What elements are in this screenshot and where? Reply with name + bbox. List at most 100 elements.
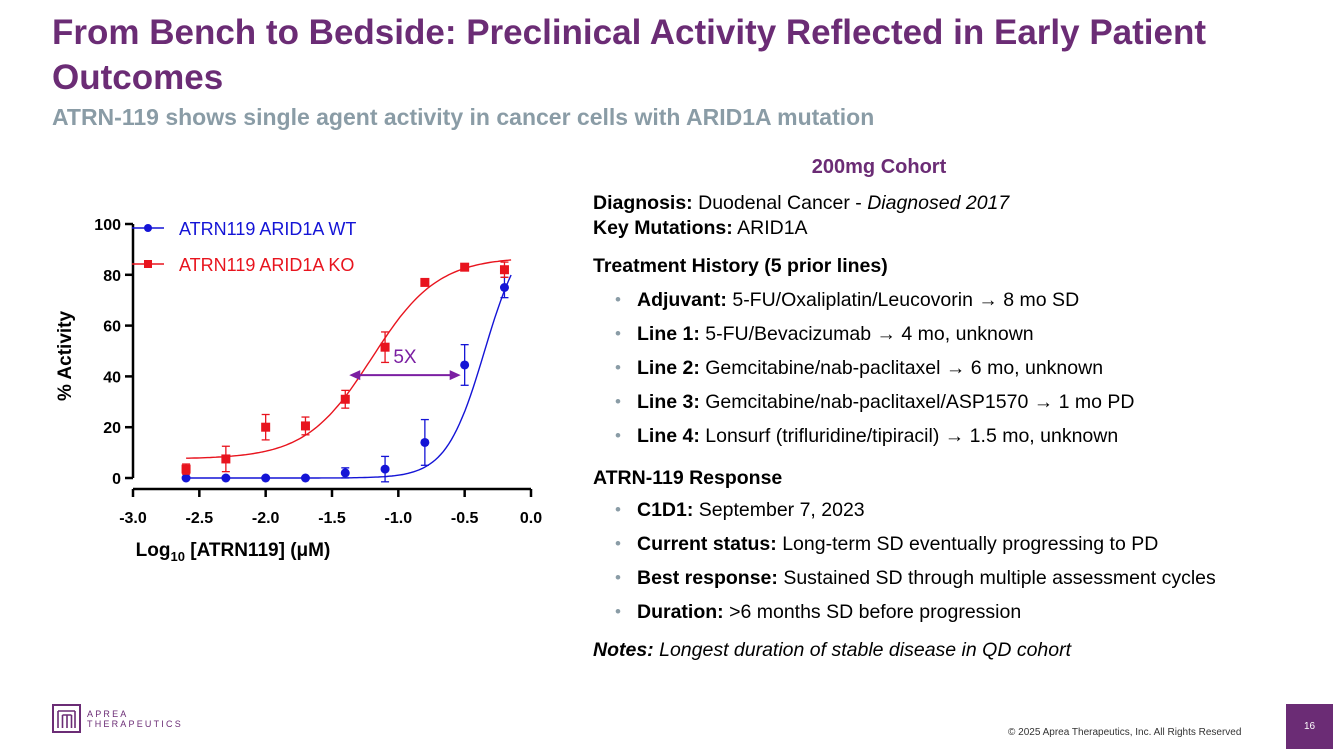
- x-tick-label: -1.0: [385, 510, 413, 527]
- item-text: Gemcitabine/nab-paclitaxel → 6 mo, unkno…: [705, 357, 1104, 379]
- list-item: Duration: >6 months SD before progressio…: [593, 595, 1313, 629]
- cohort-heading: 200mg Cohort: [811, 156, 947, 178]
- x-axis-label-main: Log: [136, 540, 171, 561]
- list-item: C1D1: September 7, 2023: [593, 493, 1313, 527]
- legend-ko-label: ATRN119 ARID1A KO: [179, 255, 354, 275]
- response-heading: ATRN-119 Response: [593, 467, 783, 489]
- data-point-wt: [261, 473, 271, 483]
- notes: Notes: Longest duration of stable diseas…: [593, 638, 1313, 663]
- data-point-wt: [181, 473, 191, 483]
- x-tick-label: 0.0: [520, 510, 542, 527]
- list-item: Adjuvant: 5-FU/Oxaliplatin/Leucovorin → …: [593, 283, 1313, 317]
- x-tick-label: -3.0: [119, 510, 147, 527]
- data-point-ko: [340, 394, 350, 404]
- y-axis-label: % Activity: [55, 311, 76, 402]
- item-text: Gemcitabine/nab-paclitaxel/ASP1570 → 1 m…: [705, 391, 1135, 413]
- shift-arrow-left-head: [349, 370, 361, 381]
- mutations-value: ARID1A: [737, 217, 808, 239]
- y-tick-label: 20: [103, 420, 121, 437]
- treatment-heading: Treatment History (5 prior lines): [593, 255, 888, 277]
- item-label: Duration:: [637, 601, 724, 623]
- x-tick-label: -2.0: [252, 510, 280, 527]
- item-label: Best response:: [637, 567, 778, 589]
- list-item: Line 4: Lonsurf (trifluridine/tipiracil)…: [593, 419, 1313, 453]
- data-point-ko: [420, 277, 430, 287]
- shift-arrow-right-head: [449, 370, 461, 381]
- item-label: Line 3:: [637, 391, 700, 413]
- item-label: Current status:: [637, 533, 777, 555]
- item-text: 5-FU/Oxaliplatin/Leucovorin → 8 mo SD: [732, 289, 1080, 311]
- item-label: Line 2:: [637, 357, 700, 379]
- data-point-wt: [340, 468, 350, 478]
- mutations-label: Key Mutations:: [593, 217, 733, 239]
- data-point-ko: [460, 262, 470, 272]
- x-tick-label: -0.5: [451, 510, 479, 527]
- data-point-wt: [221, 473, 231, 483]
- logo-line-2: THERAPEUTICS: [87, 718, 183, 729]
- item-text: Long-term SD eventually progressing to P…: [782, 533, 1159, 555]
- y-tick-label: 80: [103, 268, 121, 285]
- list-item: Line 2: Gemcitabine/nab-paclitaxel → 6 m…: [593, 351, 1313, 385]
- slide-title: From Bench to Bedside: Preclinical Activ…: [52, 13, 1207, 97]
- list-item: Line 1: 5-FU/Bevacizumab → 4 mo, unknown: [593, 317, 1313, 351]
- diagnosis-line: Diagnosis: Duodenal Cancer - Diagnosed 2…: [593, 191, 1313, 216]
- data-point-ko: [181, 464, 191, 474]
- data-point-wt: [380, 464, 390, 474]
- shift-label: 5X: [393, 347, 417, 368]
- item-label: C1D1:: [637, 499, 694, 521]
- item-label: Adjuvant:: [637, 289, 727, 311]
- data-point-ko: [221, 454, 231, 464]
- diagnosis-date: Diagnosed 2017: [867, 192, 1010, 214]
- logo-text: APREA THERAPEUTICS: [87, 709, 183, 729]
- list-item: Line 3: Gemcitabine/nab-paclitaxel/ASP15…: [593, 385, 1313, 419]
- data-point-ko: [380, 342, 390, 352]
- item-label: Line 1:: [637, 323, 700, 345]
- x-tick-label: -2.5: [186, 510, 214, 527]
- treatment-list: Adjuvant: 5-FU/Oxaliplatin/Leucovorin → …: [593, 283, 1313, 453]
- notes-text: Longest duration of stable disease in QD…: [659, 639, 1072, 661]
- response-list: C1D1: September 7, 2023 Current status: …: [593, 493, 1313, 629]
- legend-wt-marker: [144, 224, 152, 232]
- legend-ko-marker: [144, 260, 152, 268]
- data-point-ko: [261, 422, 271, 432]
- slide-subtitle: ATRN-119 shows single agent activity in …: [52, 104, 875, 130]
- item-text: 5-FU/Bevacizumab → 4 mo, unknown: [705, 323, 1034, 345]
- item-text: >6 months SD before progression: [729, 601, 1022, 623]
- list-item: Current status: Long-term SD eventually …: [593, 527, 1313, 561]
- x-axis-label-sub: 10: [171, 549, 185, 564]
- company-logo: APREA THERAPEUTICS: [52, 704, 183, 733]
- diagnosis-value: Duodenal Cancer -: [698, 192, 868, 214]
- fit-curve-wt: [186, 274, 512, 479]
- data-point-wt: [420, 437, 430, 447]
- item-text: September 7, 2023: [698, 499, 865, 521]
- logo-line-1: APREA: [87, 708, 129, 719]
- x-tick-label: -1.5: [318, 510, 346, 527]
- list-item: Best response: Sustained SD through mult…: [593, 561, 1313, 595]
- data-point-wt: [460, 360, 470, 370]
- y-tick-label: 100: [94, 217, 121, 234]
- mutations-line: Key Mutations: ARID1A: [593, 216, 1313, 241]
- item-text: Sustained SD through multiple assessment…: [783, 567, 1216, 589]
- y-tick-label: 40: [103, 369, 121, 386]
- data-point-ko: [300, 421, 310, 431]
- legend-wt-label: ATRN119 ARID1A WT: [179, 219, 356, 239]
- logo-mark-icon: [52, 704, 81, 733]
- x-axis-label-rest: [ATRN119] (μM): [185, 540, 330, 561]
- x-axis-label: Log10 [ATRN119] (μM): [136, 540, 331, 564]
- y-tick-label: 0: [112, 471, 121, 488]
- diagnosis-label: Diagnosis:: [593, 192, 693, 214]
- case-summary: 200mg Cohort Diagnosis: Duodenal Cancer …: [593, 155, 1313, 663]
- item-text: Lonsurf (trifluridine/tipiracil) → 1.5 m…: [705, 425, 1119, 447]
- y-tick-label: 60: [103, 319, 121, 336]
- item-label: Line 4:: [637, 425, 700, 447]
- data-point-wt: [300, 473, 310, 483]
- page-number: 16: [1286, 704, 1333, 749]
- chart-series: [181, 259, 512, 483]
- copyright: © 2025 Aprea Therapeutics, Inc. All Righ…: [1008, 727, 1242, 738]
- chart-axes: 0 20 40 60 80 100 -3.0 -2.5 -2.0 -1.5 -1.0 -0.5 0.0: [94, 217, 542, 527]
- fit-curve-ko: [186, 259, 512, 459]
- data-point-wt: [499, 283, 509, 292]
- data-point-ko: [499, 265, 509, 275]
- shift-annotation: 5X: [349, 347, 461, 381]
